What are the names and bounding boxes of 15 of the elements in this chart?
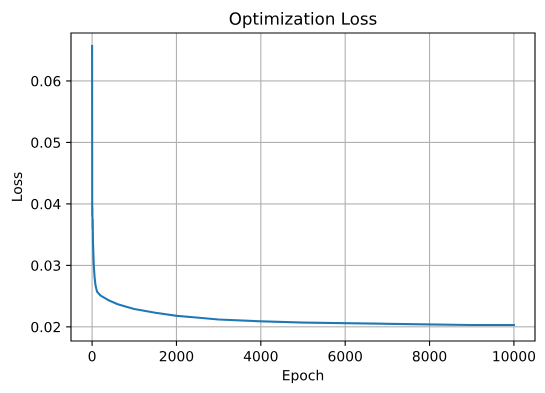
y-tick-label: 0.05 [31, 137, 60, 148]
line-series [91, 44, 515, 326]
y-axis-title: Loss [12, 172, 22, 201]
y-tick-label: 0.04 [31, 198, 60, 210]
x-tick-label: 4000 [244, 350, 278, 362]
chart-title: Optimization Loss [230, 12, 376, 28]
x-axis-title: Epoch [283, 370, 324, 384]
x-tick-label: 6000 [328, 350, 362, 362]
x-tick-label: 10000 [493, 350, 536, 362]
x-tick-label: 8000 [412, 350, 446, 362]
y-tick-label: 0.03 [31, 260, 60, 271]
y-tick-label: 0.06 [31, 76, 60, 86]
x-tick-label: 2000 [160, 350, 194, 362]
x-tick-label: 0 [88, 350, 96, 362]
y-tick-label: 0.02 [31, 322, 60, 332]
